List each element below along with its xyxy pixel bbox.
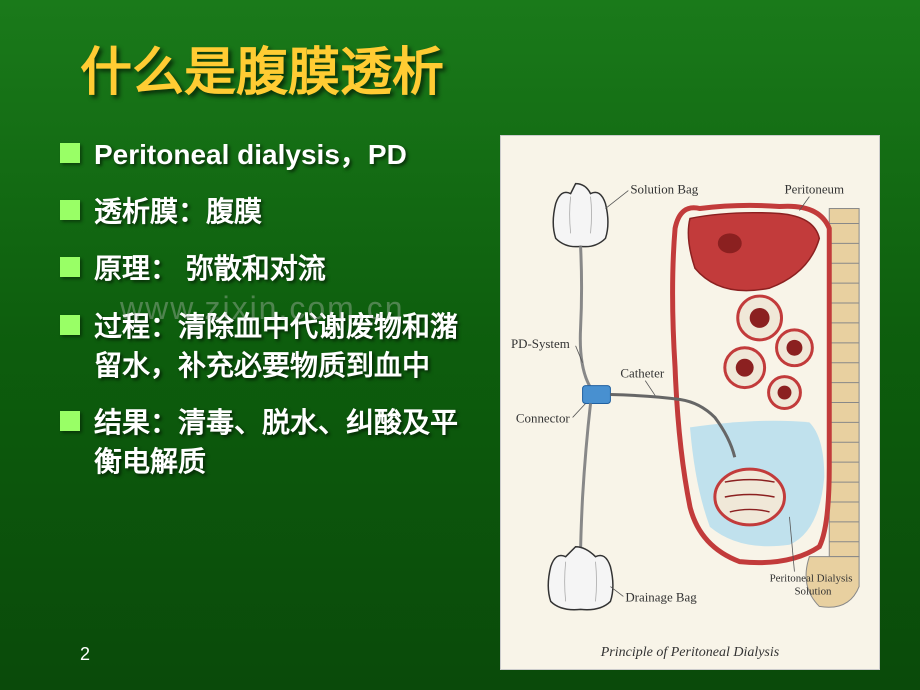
bullet-text: 结果：清毒、脱水、纠酸及平衡电解质 [94, 403, 480, 481]
pd-diagram: Solution Bag Peritoneum PD-System Cathet… [501, 136, 879, 669]
bullet-marker-icon [60, 315, 80, 335]
label-peritoneum: Peritoneum [785, 182, 845, 197]
label-connector: Connector [516, 410, 571, 425]
bullet-item: 透析膜：腹膜 [60, 192, 480, 231]
diagram-container: Solution Bag Peritoneum PD-System Cathet… [500, 135, 880, 670]
drainage-bag-shape [548, 547, 613, 610]
slide: 什么是腹膜透析 Peritoneal dialysis，PD 透析膜：腹膜 原理… [0, 0, 920, 690]
solution-bag-shape [553, 184, 608, 247]
bullet-marker-icon [60, 200, 80, 220]
bullet-marker-icon [60, 411, 80, 431]
bullet-text: 原理： 弥散和对流 [94, 249, 326, 288]
bullet-text: Peritoneal dialysis，PD [94, 135, 407, 174]
bullet-marker-icon [60, 257, 80, 277]
label-pd-solution-2: Solution [794, 585, 832, 597]
bullet-item: Peritoneal dialysis，PD [60, 135, 480, 174]
bullet-text: 透析膜：腹膜 [94, 192, 262, 231]
bullet-item: 过程：清除血中代谢废物和潴留水，补充必要物质到血中 [60, 307, 480, 385]
bullet-item: 原理： 弥散和对流 [60, 249, 480, 288]
label-catheter: Catheter [620, 366, 664, 381]
bullet-item: 结果：清毒、脱水、纠酸及平衡电解质 [60, 403, 480, 481]
bullet-list: Peritoneal dialysis，PD 透析膜：腹膜 原理： 弥散和对流 … [60, 135, 480, 670]
bullet-marker-icon [60, 143, 80, 163]
page-number: 2 [80, 644, 90, 665]
label-pd-solution-1: Peritoneal Dialysis [770, 573, 853, 585]
connector-shape [583, 386, 611, 404]
label-solution-bag: Solution Bag [630, 182, 698, 197]
label-pd-system: PD-System [511, 336, 570, 351]
content-area: Peritoneal dialysis，PD 透析膜：腹膜 原理： 弥散和对流 … [60, 135, 880, 670]
tubing-upper [580, 246, 590, 387]
slide-title: 什么是腹膜透析 [80, 30, 880, 105]
bullet-text: 过程：清除血中代谢废物和潴留水，补充必要物质到血中 [94, 307, 480, 385]
tubing-lower [581, 403, 591, 556]
diagram-caption: Principle of Peritoneal Dialysis [501, 645, 879, 661]
label-drainage-bag: Drainage Bag [625, 589, 697, 604]
